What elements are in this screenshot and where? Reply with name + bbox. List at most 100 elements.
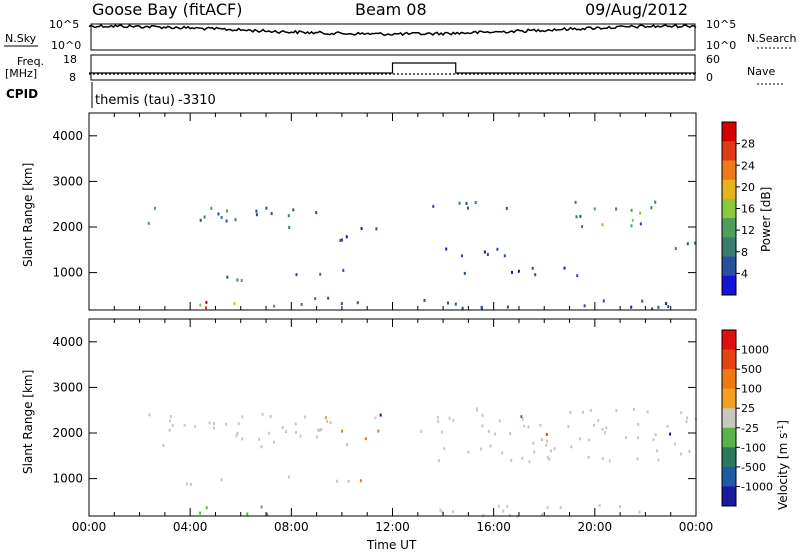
colorbar-cell [722,179,736,200]
velocity-echo [673,442,676,446]
velocity-echo [666,424,669,428]
velocity-echo [546,505,549,509]
power-echo [356,301,359,305]
power-echo [496,247,499,251]
colorbar-tick-label: 12 [741,224,755,237]
velocity-echo [546,439,548,443]
power-echo [483,250,486,254]
power-echo [445,247,448,251]
velocity-echo [501,451,504,455]
x-tick-label: 20:00 [578,520,613,534]
colorbar-cell [722,141,736,161]
cpid-label: CPID [6,87,38,101]
velocity-echo [548,457,551,461]
power-echo [205,300,208,304]
velocity-echo [374,416,377,420]
freq-tick-low: 8 [69,71,76,84]
power-echo [220,216,223,219]
velocity-echo [549,449,552,453]
velocity-echo [656,449,659,453]
velocity-echo [438,459,441,462]
power-echo [686,242,689,246]
power-echo [631,218,634,222]
power-echo [327,296,330,300]
colorbar-tick-label: 28 [741,138,755,151]
power-panel: 1000 2000 3000 4000 Slant Range [km] [21,112,697,311]
power-echo [265,206,268,210]
velocity-echo [680,452,683,456]
freq-label-line1: Freq. [17,55,44,68]
velocity-echo [268,431,271,435]
velocity-echo [220,478,223,482]
colorbar-tick-label: 100 [741,383,762,396]
velocity-echo [657,458,660,462]
power-echo [531,266,534,270]
velocity-echo [569,410,572,414]
power-echo [342,268,345,272]
velocity-echo [546,456,549,460]
velocity-echo [510,458,513,462]
velocity-echo [288,475,290,479]
colorbar-cell [722,237,736,258]
velocity-echo [481,413,484,417]
x-tick-label: 00:00 [679,520,714,534]
power-echo [432,204,435,208]
velocity-echo [315,435,318,439]
power-echo [593,207,596,211]
colorbar-frame [721,329,737,507]
noise-right-tick-high: 10^5 [706,18,736,31]
velocity-echo [669,432,672,436]
power-echo [225,219,228,223]
power-echo [287,214,290,218]
power-echo [630,224,633,228]
y-tick-label: 4000 [52,129,83,143]
colorbar-cell [722,275,736,296]
power-colorbar-label: Power [dB] [759,187,773,252]
beam-title: Beam 08 [355,0,427,19]
power-echo [601,223,604,227]
power-echo [147,221,150,225]
velocity-echo [680,411,683,415]
velocity-echo [509,432,512,435]
velocity-echo [467,450,470,454]
velocity-echo [593,423,596,427]
power-echo [630,305,633,309]
velocity-echo [189,482,192,486]
power-echo [340,302,343,306]
velocity-echo [502,509,505,513]
power-echo [458,201,461,205]
power-echo [511,270,513,274]
velocity-echo [637,436,639,440]
velocity-echo [541,513,543,517]
velocity-echo [632,408,635,411]
velocity-echo [452,418,455,422]
velocity-echo [325,416,327,420]
power-echo [650,206,653,210]
power-echo [447,301,449,305]
vel-cbar-label-tail: ] [776,420,790,425]
velocity-echo [615,409,618,412]
power-echo [602,299,605,303]
frequency-panel: Freq. [MHz] 18 8 60 0 Nave [5,53,784,85]
cpid-program: themis (tau) [95,93,175,108]
velocity-echo [440,430,443,434]
power-echo [461,254,463,258]
colorbar-cell [722,486,736,507]
velocity-echo [185,482,188,486]
date-title: 09/Aug/2012 [585,0,688,19]
power-echo [465,201,468,205]
frequency-trace [89,62,696,74]
power-echo [273,304,276,308]
velocity-echo [588,438,591,442]
y-tick-label: 2000 [52,426,83,440]
colorbar-cell [722,349,736,370]
power-echo [639,211,642,215]
velocity-echo [605,426,608,430]
noise-left-label: N.Sky [5,32,37,45]
velocity-echo [638,510,641,514]
colorbar-cell [722,122,736,142]
colorbar-cell [722,447,736,468]
power-echo [517,269,520,273]
velocity-echo [598,504,601,508]
x-tick-label: 12:00 [375,520,410,534]
